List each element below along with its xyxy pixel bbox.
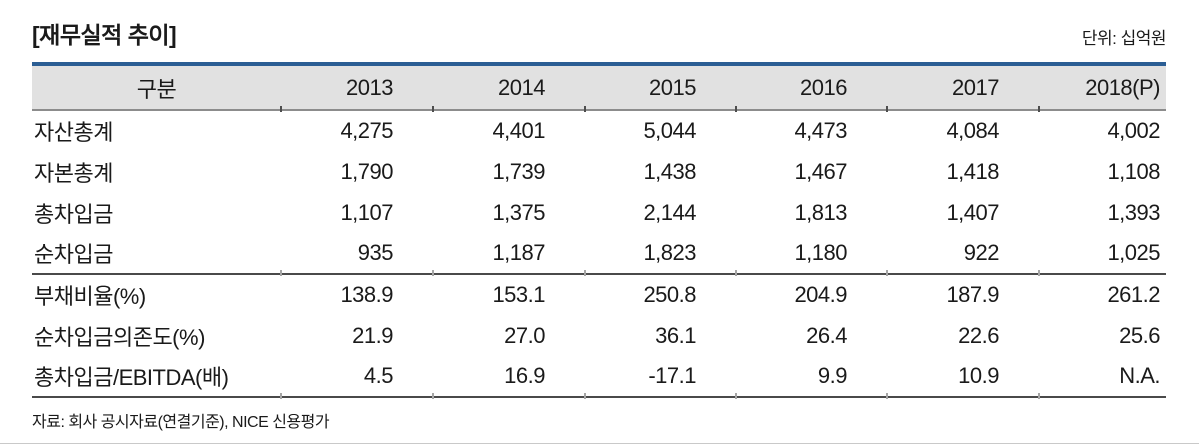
cell-value: 1,739	[492, 158, 545, 184]
column-header: 2016	[735, 64, 887, 111]
cell-value: 1,790	[340, 158, 393, 184]
table-header-row: 구분 2013 2014 2015 2016 2017 2018(P)	[32, 64, 1166, 111]
cell-value: 1,107	[340, 199, 393, 225]
row-label: 순차입금의존도(%)	[34, 324, 205, 350]
cell-value: 4.5	[280, 356, 433, 399]
column-header: 구분	[32, 64, 281, 111]
table-row: 자산총계 4,275 4,401 5,044 4,473 4,084 4,002	[32, 110, 1166, 151]
table-row: 총차입금 1,107 1,375 2,144 1,813 1,407 1,393	[32, 192, 1166, 233]
cell-value: 4,084	[946, 118, 999, 143]
row-label: 부채비율(%)	[34, 284, 146, 309]
row-label: 총차입금/EBITDA(배)	[32, 356, 281, 398]
table-row: 순차입금 935 1,187 1,823 1,180 922 1,025	[32, 233, 1166, 276]
cell-value: 1,375	[492, 199, 545, 225]
source-note: 자료: 회사 공시자료(연결기준), NICE 신용평가	[32, 414, 330, 431]
cell-value: 1,467	[794, 158, 847, 184]
cell-value: 22.6	[958, 322, 999, 348]
cell-value: 25.6	[1119, 322, 1160, 348]
row-label: 자산총계	[34, 120, 113, 145]
cell-value: 153.1	[492, 282, 545, 307]
cell-value: -17.1	[584, 356, 736, 399]
row-label: 자본총계	[34, 160, 113, 186]
cell-value: 261.2	[1107, 282, 1160, 307]
cell-value: 187.9	[946, 282, 999, 307]
cell-value: 9.9	[735, 356, 887, 399]
cell-value: 1,438	[643, 158, 696, 184]
cell-value: 1,813	[794, 199, 847, 225]
cell-value: 26.4	[806, 322, 847, 348]
page-title: [재무실적 추이]	[32, 22, 177, 48]
column-header: 2015	[584, 64, 736, 111]
cell-value: 2,144	[643, 199, 696, 225]
cell-value: 1,025	[1038, 233, 1166, 276]
cell-value: 1,407	[946, 199, 999, 225]
cell-value: 138.9	[340, 282, 393, 307]
unit-label: 단위: 십억원	[1081, 29, 1167, 48]
cell-value: 1,187	[432, 233, 585, 276]
cell-value: 4,002	[1107, 118, 1160, 143]
cell-value: 922	[886, 233, 1039, 276]
cell-value: 250.8	[643, 282, 696, 307]
cell-value: 1,108	[1107, 158, 1160, 184]
table-header-bar: [재무실적 추이] 단위: 십억원	[32, 16, 1167, 50]
cell-value: 21.9	[352, 322, 393, 348]
table-row: 총차입금/EBITDA(배) 4.5 16.9 -17.1 9.9 10.9 N.A.	[32, 356, 1166, 399]
cell-value: 4,401	[492, 118, 545, 143]
row-label: 총차입금	[34, 201, 113, 227]
column-header: 2017	[886, 64, 1039, 111]
cell-value: 4,275	[340, 118, 393, 143]
table-row: 부채비율(%) 138.9 153.1 250.8 204.9 187.9 261.2	[32, 274, 1166, 315]
cell-value: 36.1	[655, 322, 696, 348]
cell-value: 204.9	[794, 282, 847, 307]
column-header: 2018(P)	[1038, 64, 1166, 111]
cell-value: 5,044	[643, 118, 696, 143]
financial-performance-table: 구분 2013 2014 2015 2016 2017 2018(P) 자산총계 4,275 4…	[32, 62, 1166, 399]
cell-value: 27.0	[504, 322, 545, 348]
cell-value: 4,473	[794, 118, 847, 143]
row-label: 순차입금	[32, 233, 281, 275]
cell-value: 1,393	[1107, 199, 1160, 225]
table-row: 순차입금의존도(%) 21.9 27.0 36.1 26.4 22.6 25.6	[32, 315, 1166, 356]
cell-value: 1,418	[946, 158, 999, 184]
column-header: 2014	[432, 64, 585, 111]
cell-value: 935	[280, 233, 433, 276]
cell-value: N.A.	[1038, 356, 1166, 399]
cell-value: 1,823	[584, 233, 736, 276]
cell-value: 1,180	[735, 233, 887, 276]
cell-value: 10.9	[886, 356, 1039, 399]
column-header: 2013	[280, 64, 433, 111]
cell-value: 16.9	[432, 356, 585, 399]
table-row: 자본총계 1,790 1,739 1,438 1,467 1,418 1,108	[32, 151, 1166, 192]
